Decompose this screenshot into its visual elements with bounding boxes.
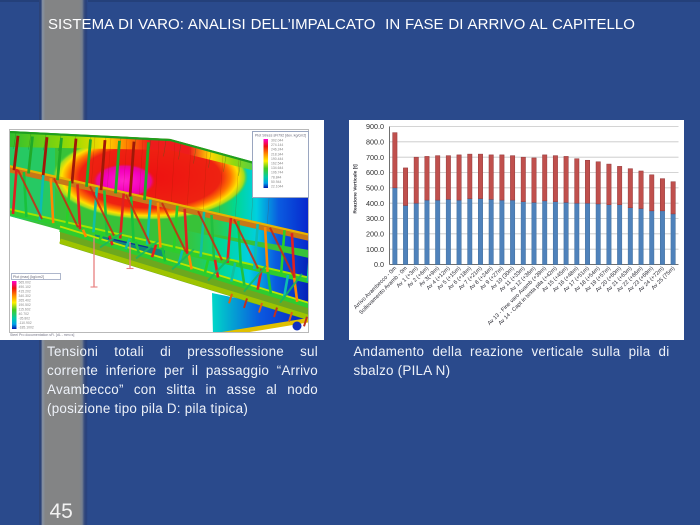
svg-text:900.0: 900.0 (366, 122, 384, 131)
svg-text:134.644: 134.644 (271, 166, 283, 170)
svg-text:Steel Pro documentation sFi. [: Steel Pro documentation sFi. [dL - mm=s] (10, 333, 74, 337)
svg-text:Reazione Verticale [t]: Reazione Verticale [t] (353, 164, 359, 214)
svg-text:415.202: 415.202 (19, 290, 31, 294)
svg-text:265.402: 265.402 (19, 299, 31, 303)
svg-text:800.0: 800.0 (366, 137, 384, 146)
svg-text:100.0: 100.0 (366, 245, 384, 254)
svg-text:340.302: 340.302 (19, 294, 31, 298)
svg-text:218.344: 218.344 (271, 152, 283, 156)
svg-text:-185.1002: -185.1002 (19, 326, 34, 330)
svg-text:302.044: 302.044 (271, 139, 283, 143)
svg-text:246.244: 246.244 (271, 148, 283, 152)
svg-text:700.0: 700.0 (366, 153, 384, 162)
svg-text:0.0: 0.0 (374, 260, 384, 269)
svg-text:600.0: 600.0 (366, 168, 384, 177)
svg-text:500.0: 500.0 (366, 183, 384, 192)
svg-text:274.144: 274.144 (271, 143, 283, 147)
svg-text:Plot Stress sFi792 [dev. kg/cm: Plot Stress sFi792 [dev. kg/cm2] (255, 134, 306, 138)
svg-text:22.1044: 22.1044 (271, 185, 283, 189)
svg-text:200.0: 200.0 (366, 229, 384, 238)
svg-text:-110.902: -110.902 (19, 321, 32, 325)
svg-text:162.544: 162.544 (271, 162, 283, 166)
svg-text:40.702: 40.702 (19, 312, 29, 316)
svg-text:300.0: 300.0 (366, 214, 384, 223)
svg-text:190.502: 190.502 (19, 303, 31, 307)
svg-text:490.102: 490.102 (19, 285, 31, 289)
svg-text:-35.802: -35.802 (19, 317, 31, 321)
svg-text:400.0: 400.0 (366, 199, 384, 208)
svg-text:565.002: 565.002 (19, 281, 31, 285)
svg-text:Arrivo Avambecco - 0m: Arrivo Avambecco - 0m (353, 265, 398, 310)
svg-text:Plot (max) [kg/cm2]: Plot (max) [kg/cm2] (13, 275, 44, 279)
svg-text:78.844: 78.844 (271, 175, 281, 179)
svg-text:Sollevamento Avamb - 0m: Sollevamento Avamb - 0m (358, 265, 409, 316)
svg-text:190.444: 190.444 (271, 157, 283, 161)
svg-text:106.744: 106.744 (271, 171, 283, 175)
svg-text:50.944: 50.944 (271, 180, 281, 184)
svg-text:115.602: 115.602 (19, 308, 31, 312)
